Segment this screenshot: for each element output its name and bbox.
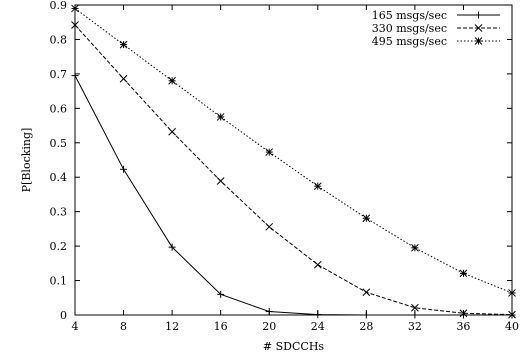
y-tick-label: 0.8 [50,33,68,46]
data-point [362,311,370,319]
x-tick-label: 32 [408,320,422,333]
series-3 [71,4,516,297]
x-tick-label: 40 [505,320,519,333]
series-1 [71,72,516,319]
y-tick-label: 0 [60,309,67,322]
data-point [411,311,419,319]
y-tick-label: 0.6 [50,102,68,115]
x-axis-label: # SDCCHs [263,340,324,353]
y-tick-label: 0.5 [50,137,68,150]
y-tick-label: 0.3 [50,206,68,219]
data-point [411,243,419,252]
data-point [216,113,225,121]
data-point [411,303,419,312]
x-tick-label: 12 [165,320,179,333]
plot-frame [74,4,513,316]
legend-marker-1 [475,11,482,19]
legend-label-1: 165 msgs/sec [372,9,447,22]
y-tick-label: 0.4 [50,171,68,184]
data-point [508,289,516,297]
data-point [313,260,322,269]
data-point [119,40,128,49]
plot-frame-group [74,4,513,316]
series-line-1 [74,75,512,316]
data-point [459,269,468,278]
ticks-group: 4 8 12 16 20 24 28 32 36 40 0 0.1 0.2 0.3 0.4 0.5 0.6 0.7… [50,0,520,333]
y-tick-label: 0.2 [50,240,68,253]
x-tick-label: 16 [214,320,228,333]
y-tick-label: 0.9 [50,0,68,12]
series-group [71,4,516,319]
y-tick-label: 0.1 [50,275,68,288]
data-point [71,72,79,80]
x-tick-label: 8 [120,320,127,333]
data-point [265,222,274,231]
data-point [362,214,371,223]
data-point [265,148,274,156]
series-line-2 [74,24,513,316]
legend-marker-3 [474,37,483,45]
data-point [217,290,225,298]
data-point [314,311,322,319]
legend-label-2: 330 msgs/sec [372,22,447,35]
x-tick-label: 4 [72,320,79,333]
data-point [216,177,225,185]
x-tick-label: 20 [262,320,276,333]
y-axis-label: P[Blocking] [20,128,33,193]
x-tick-label: 28 [359,320,373,333]
x-tick-label: 36 [456,320,470,333]
data-point [313,182,322,191]
data-point [71,21,79,29]
data-point [168,127,176,136]
series-2 [71,21,516,319]
y-tick-label: 0.7 [50,68,68,81]
data-point [71,4,79,13]
data-point [459,309,468,318]
data-point [168,76,176,85]
data-point [119,74,128,83]
data-point [265,308,273,316]
data-point [168,243,176,251]
legend-marker-2 [474,24,483,32]
data-point [508,310,516,319]
series-line-3 [74,8,513,294]
data-point [120,165,128,173]
data-point [362,288,371,297]
legend-label-3: 495 msgs/sec [372,35,447,48]
x-tick-label: 24 [311,320,325,333]
